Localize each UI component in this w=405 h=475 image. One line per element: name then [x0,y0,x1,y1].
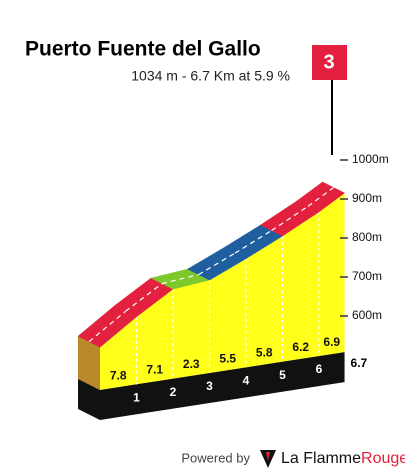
gradient-label: 7.8 [110,368,127,382]
y-tick-label: 800m [352,230,382,244]
y-tick-label: 700m [352,269,382,283]
brand-part: Rouge [361,450,405,467]
gradient-label: 6.2 [292,340,309,354]
y-tick-label: 900m [352,191,382,205]
gradient-segment [296,181,346,213]
segment-centerline [161,274,199,285]
brand-part: La Flamme [281,450,361,467]
gradient-label: 6.9 [323,335,340,349]
gradient-label: 2.3 [183,357,200,371]
segment-centerline [271,205,309,232]
y-tick-label: 600m [352,308,382,322]
gradient-label: 5.8 [256,346,273,360]
distance-label: 6.7 [351,356,368,370]
km-label: 2 [170,385,177,399]
segment-centerline [88,310,126,343]
chart-title: Puerto Fuente del Gallo [25,38,261,61]
segment-centerline [234,230,272,254]
km-label: 3 [206,379,213,393]
profile-face [100,193,345,390]
chart-subtitle: 1034 m - 6.7 Km at 5.9 % [131,68,290,84]
km-label: 1 [133,391,140,405]
gradient-label: 5.5 [219,351,236,365]
gradient-label: 7.1 [146,363,163,377]
km-label: 5 [279,368,286,382]
km-label: 6 [316,362,323,376]
base-band [100,352,345,420]
flag [312,45,347,80]
segment-centerline [125,283,163,312]
km-label: 4 [243,374,250,388]
segment-centerline [198,252,236,276]
y-tick-label: 1000m [352,152,389,166]
brand: La FlammeRouge [281,450,405,467]
category-label: 3 [323,51,334,73]
side-base [78,379,100,420]
brand-logo-flame [266,452,270,461]
powered-by: Powered by [181,450,250,465]
side-face [78,336,100,390]
